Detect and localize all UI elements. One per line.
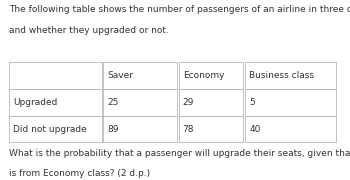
- Bar: [178, 62, 243, 89]
- Text: 29: 29: [183, 98, 194, 107]
- Text: The following table shows the number of passengers of an airline in three differ: The following table shows the number of …: [9, 5, 350, 14]
- Text: 25: 25: [107, 98, 119, 107]
- Text: Economy: Economy: [183, 71, 224, 80]
- Text: Business class: Business class: [249, 71, 314, 80]
- Text: 5: 5: [249, 98, 255, 107]
- Text: What is the probability that a passenger will upgrade their seats, given that th: What is the probability that a passenger…: [9, 148, 350, 158]
- Bar: [103, 62, 177, 89]
- Text: Did not upgrade: Did not upgrade: [13, 125, 87, 134]
- Bar: [103, 116, 177, 142]
- Text: Upgraded: Upgraded: [13, 98, 57, 107]
- Text: Saver: Saver: [107, 71, 133, 80]
- Text: 89: 89: [107, 125, 119, 134]
- Bar: [245, 62, 336, 89]
- Text: is from Economy class? (2 d.p.): is from Economy class? (2 d.p.): [9, 169, 150, 178]
- Bar: [178, 116, 243, 142]
- Bar: [178, 89, 243, 116]
- Bar: [245, 116, 336, 142]
- Text: 40: 40: [249, 125, 260, 134]
- Text: and whether they upgraded or not.: and whether they upgraded or not.: [9, 26, 169, 35]
- Bar: [9, 89, 101, 116]
- Bar: [245, 89, 336, 116]
- Bar: [9, 62, 101, 89]
- Bar: [103, 89, 177, 116]
- Bar: [9, 116, 101, 142]
- Text: 78: 78: [183, 125, 194, 134]
